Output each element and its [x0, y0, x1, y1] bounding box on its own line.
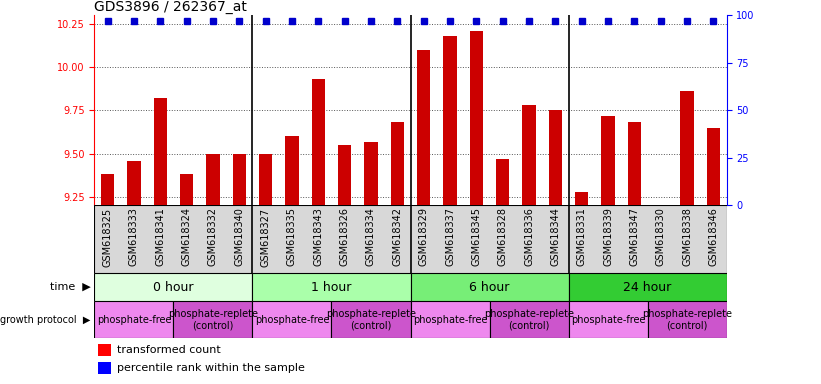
Bar — [206, 154, 219, 205]
Text: phosphate-free: phosphate-free — [255, 314, 329, 325]
Text: 0 hour: 0 hour — [154, 281, 194, 293]
Bar — [443, 36, 456, 205]
Text: GSM618325: GSM618325 — [103, 207, 112, 266]
Bar — [602, 116, 615, 205]
Text: time  ▶: time ▶ — [49, 282, 90, 292]
Text: GSM618337: GSM618337 — [445, 207, 455, 266]
Bar — [127, 161, 140, 205]
Bar — [253, 301, 332, 338]
Bar — [101, 174, 114, 205]
Bar — [648, 301, 727, 338]
Text: GSM618336: GSM618336 — [524, 207, 534, 266]
Text: GSM618329: GSM618329 — [419, 207, 429, 266]
Bar — [338, 145, 351, 205]
Bar — [681, 91, 694, 205]
Text: 6 hour: 6 hour — [470, 281, 510, 293]
Bar — [568, 301, 648, 338]
Text: phosphate-replete
(control): phosphate-replete (control) — [168, 309, 258, 331]
Bar — [470, 31, 483, 205]
Bar — [489, 301, 568, 338]
Bar — [94, 273, 253, 301]
Bar — [391, 122, 404, 205]
Text: phosphate-free: phosphate-free — [571, 314, 645, 325]
Text: phosphate-replete
(control): phosphate-replete (control) — [326, 309, 416, 331]
Text: phosphate-free: phosphate-free — [413, 314, 487, 325]
Text: GSM618330: GSM618330 — [656, 207, 666, 266]
Text: GSM618326: GSM618326 — [340, 207, 350, 266]
Bar — [253, 273, 410, 301]
Bar — [259, 154, 273, 205]
Text: GSM618347: GSM618347 — [630, 207, 640, 266]
Text: GSM618341: GSM618341 — [155, 207, 165, 266]
Text: percentile rank within the sample: percentile rank within the sample — [117, 363, 305, 373]
Text: GSM618342: GSM618342 — [392, 207, 402, 266]
Text: GSM618332: GSM618332 — [208, 207, 218, 266]
Bar — [365, 141, 378, 205]
Bar — [568, 273, 727, 301]
Bar — [410, 273, 568, 301]
Bar — [98, 344, 112, 356]
Bar — [417, 50, 430, 205]
Bar — [94, 301, 173, 338]
Text: growth protocol  ▶: growth protocol ▶ — [0, 314, 90, 325]
Text: phosphate-replete
(control): phosphate-replete (control) — [484, 309, 574, 331]
Bar — [332, 301, 410, 338]
Text: GSM618327: GSM618327 — [260, 207, 271, 266]
Text: 24 hour: 24 hour — [623, 281, 672, 293]
Bar — [173, 301, 253, 338]
Bar — [522, 105, 535, 205]
Text: GSM618343: GSM618343 — [314, 207, 323, 266]
Text: 1 hour: 1 hour — [311, 281, 351, 293]
Text: GSM618344: GSM618344 — [550, 207, 561, 266]
Text: phosphate-free: phosphate-free — [97, 314, 171, 325]
Bar — [548, 111, 562, 205]
Bar — [154, 98, 167, 205]
Text: GSM618333: GSM618333 — [129, 207, 139, 266]
Text: GSM618339: GSM618339 — [603, 207, 613, 266]
Text: GDS3896 / 262367_at: GDS3896 / 262367_at — [94, 0, 247, 14]
Text: GSM618334: GSM618334 — [366, 207, 376, 266]
Bar — [410, 301, 489, 338]
Text: GSM618346: GSM618346 — [709, 207, 718, 266]
Bar — [180, 174, 193, 205]
Bar — [628, 122, 641, 205]
Text: GSM618345: GSM618345 — [471, 207, 481, 266]
Text: transformed count: transformed count — [117, 345, 220, 355]
Bar — [707, 127, 720, 205]
Text: GSM618328: GSM618328 — [498, 207, 507, 266]
Text: phosphate-replete
(control): phosphate-replete (control) — [642, 309, 732, 331]
Text: GSM618331: GSM618331 — [576, 207, 587, 266]
Text: GSM618335: GSM618335 — [287, 207, 297, 266]
Bar — [98, 362, 112, 374]
Text: GSM618324: GSM618324 — [181, 207, 191, 266]
Bar — [312, 79, 325, 205]
Bar — [286, 136, 299, 205]
Text: GSM618340: GSM618340 — [234, 207, 245, 266]
Bar — [232, 154, 245, 205]
Bar — [496, 159, 509, 205]
Bar — [576, 192, 589, 205]
Text: GSM618338: GSM618338 — [682, 207, 692, 266]
